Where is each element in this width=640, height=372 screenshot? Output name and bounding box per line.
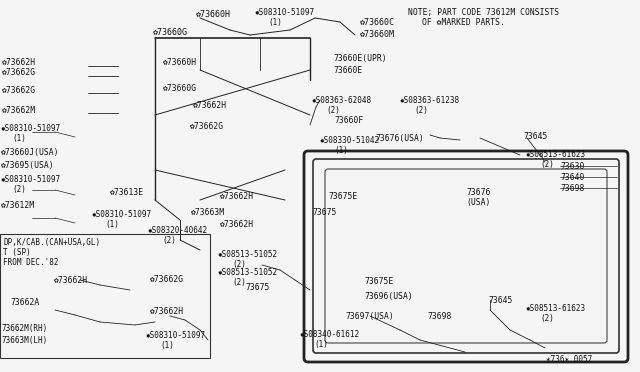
Text: ✹S08310-51097: ✹S08310-51097 bbox=[92, 210, 152, 219]
Text: (2): (2) bbox=[232, 260, 246, 269]
Text: ✿73662M: ✿73662M bbox=[2, 106, 36, 115]
Text: (2): (2) bbox=[12, 185, 26, 194]
Text: ✿73662H: ✿73662H bbox=[220, 220, 254, 229]
Text: 73662M(RH): 73662M(RH) bbox=[1, 324, 47, 333]
Text: (2): (2) bbox=[232, 278, 246, 287]
Text: ✹S08330-51042: ✹S08330-51042 bbox=[320, 136, 380, 145]
Text: 73675E: 73675E bbox=[328, 192, 357, 201]
Text: NOTE; PART CODE 73612M CONSISTS: NOTE; PART CODE 73612M CONSISTS bbox=[408, 8, 559, 17]
Text: ✿73660M: ✿73660M bbox=[360, 30, 395, 39]
Text: ✹S08513-61623: ✹S08513-61623 bbox=[526, 304, 586, 313]
Text: (2): (2) bbox=[540, 314, 554, 323]
Text: ✿73662G: ✿73662G bbox=[2, 86, 36, 95]
Text: ✹S08513-51052: ✹S08513-51052 bbox=[218, 268, 278, 277]
Text: ✹S08310-51097: ✹S08310-51097 bbox=[1, 175, 61, 184]
Text: ✿73660G: ✿73660G bbox=[163, 84, 197, 93]
Text: 73640: 73640 bbox=[560, 173, 584, 182]
Text: 73696(USA): 73696(USA) bbox=[364, 292, 413, 301]
Text: ✿73662H: ✿73662H bbox=[220, 192, 254, 201]
Text: 73676: 73676 bbox=[466, 188, 490, 197]
Text: 73662A: 73662A bbox=[10, 298, 39, 307]
Text: (2): (2) bbox=[540, 160, 554, 169]
Text: ✿73660H: ✿73660H bbox=[163, 58, 197, 67]
Text: 73675: 73675 bbox=[245, 283, 269, 292]
Text: ✿73662H: ✿73662H bbox=[2, 58, 36, 67]
Text: ✹S08320-40642: ✹S08320-40642 bbox=[148, 226, 208, 235]
Text: ✹S08310-51097: ✹S08310-51097 bbox=[255, 8, 315, 17]
Text: (1): (1) bbox=[105, 220, 119, 229]
Text: (2): (2) bbox=[162, 236, 176, 245]
Text: (1): (1) bbox=[160, 341, 174, 350]
Text: ✿73660H: ✿73660H bbox=[196, 10, 231, 19]
Text: ✿73662H: ✿73662H bbox=[54, 276, 88, 285]
Text: 73630: 73630 bbox=[560, 162, 584, 171]
Text: ✿73660G: ✿73660G bbox=[153, 28, 188, 37]
Text: 73698: 73698 bbox=[427, 312, 451, 321]
Text: (1): (1) bbox=[12, 134, 26, 143]
Text: (1): (1) bbox=[268, 18, 282, 27]
Text: ✹S08340-61612: ✹S08340-61612 bbox=[300, 330, 360, 339]
Text: ✹S08310-51097: ✹S08310-51097 bbox=[1, 124, 61, 133]
Text: 73675: 73675 bbox=[312, 208, 337, 217]
Text: ✿73662G: ✿73662G bbox=[150, 275, 184, 284]
Text: 73660E(UPR): 73660E(UPR) bbox=[333, 54, 387, 63]
Text: ✹S08363-62048: ✹S08363-62048 bbox=[312, 96, 372, 105]
Text: (1): (1) bbox=[314, 340, 328, 349]
Text: ✿73660C: ✿73660C bbox=[360, 18, 395, 27]
Text: ✹S08513-61623: ✹S08513-61623 bbox=[526, 150, 586, 159]
Text: ✿73662G: ✿73662G bbox=[190, 122, 224, 131]
Text: 73698: 73698 bbox=[560, 184, 584, 193]
Text: 73663M(LH): 73663M(LH) bbox=[1, 336, 47, 345]
Text: T (SP): T (SP) bbox=[3, 248, 31, 257]
Text: 73660F: 73660F bbox=[334, 116, 364, 125]
Text: 73675E: 73675E bbox=[364, 277, 393, 286]
Text: (USA): (USA) bbox=[466, 198, 490, 207]
Text: (2): (2) bbox=[326, 106, 340, 115]
Text: ✶736✶ 0057: ✶736✶ 0057 bbox=[546, 355, 592, 364]
Text: 73697(USA): 73697(USA) bbox=[345, 312, 394, 321]
Text: ✹S08363-61238: ✹S08363-61238 bbox=[400, 96, 460, 105]
Text: ✹S08513-51052: ✹S08513-51052 bbox=[218, 250, 278, 259]
Text: DP,K/CAB.(CAN+USA,GL): DP,K/CAB.(CAN+USA,GL) bbox=[3, 238, 100, 247]
Text: ✹S08310-51097: ✹S08310-51097 bbox=[146, 331, 206, 340]
Text: ✿73612M: ✿73612M bbox=[1, 201, 35, 210]
Text: ✿73613E: ✿73613E bbox=[110, 188, 144, 197]
Text: ✿73662G: ✿73662G bbox=[2, 68, 36, 77]
Text: (2): (2) bbox=[414, 106, 428, 115]
Text: ✿73660J(USA): ✿73660J(USA) bbox=[1, 148, 60, 157]
Text: 73676(USA): 73676(USA) bbox=[375, 134, 424, 143]
Text: OF ✿MARKED PARTS.: OF ✿MARKED PARTS. bbox=[422, 18, 505, 27]
Text: ✿73695(USA): ✿73695(USA) bbox=[1, 161, 54, 170]
Text: 73645: 73645 bbox=[488, 296, 513, 305]
Text: 73645: 73645 bbox=[523, 132, 547, 141]
Text: ✿73662H: ✿73662H bbox=[150, 307, 184, 316]
Text: (1): (1) bbox=[334, 146, 348, 155]
Text: 73660E: 73660E bbox=[333, 66, 362, 75]
Text: ✿73663M: ✿73663M bbox=[191, 208, 225, 217]
Bar bbox=[0, 234, 210, 358]
Text: ✿73662H: ✿73662H bbox=[193, 101, 227, 110]
Text: FROM DEC.'82: FROM DEC.'82 bbox=[3, 258, 58, 267]
